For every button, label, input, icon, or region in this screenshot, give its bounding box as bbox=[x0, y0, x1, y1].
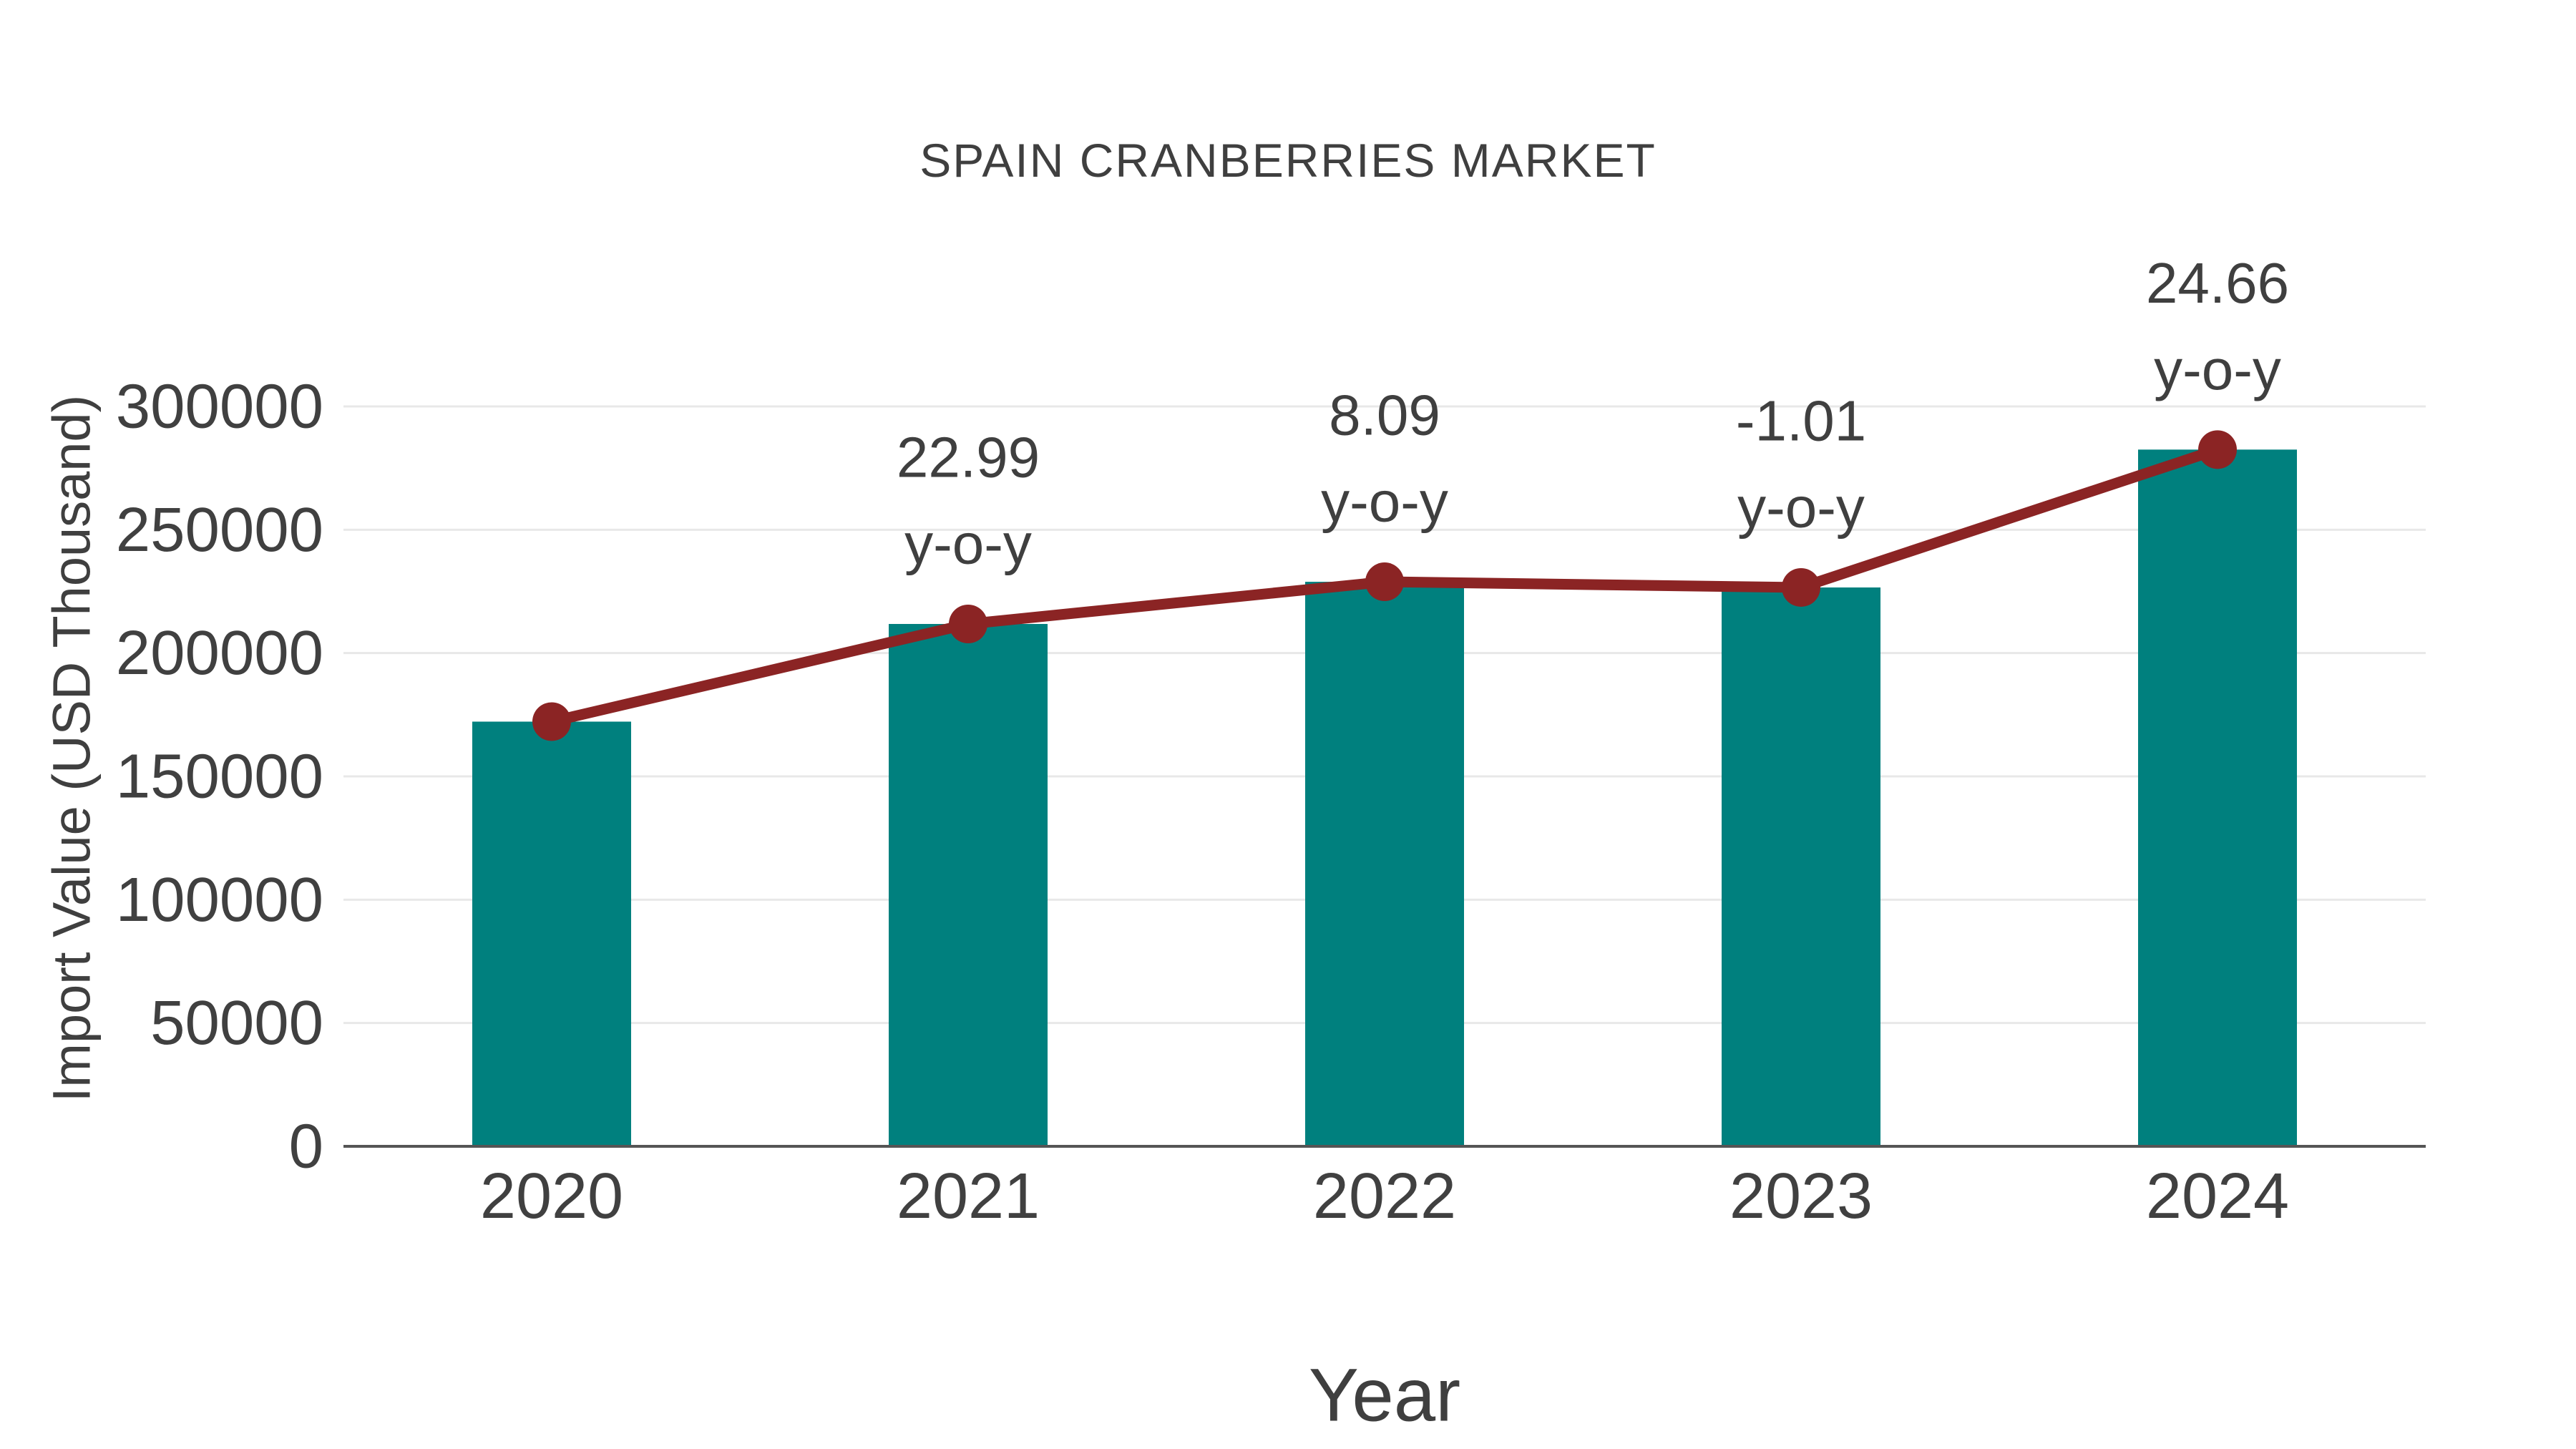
annotation-yoy-2024: y-o-y bbox=[2154, 338, 2281, 401]
y-tick-label-150000: 150000 bbox=[116, 742, 323, 811]
bar-2023 bbox=[1722, 587, 1880, 1146]
y-tick-label-300000: 300000 bbox=[116, 372, 323, 441]
y-tick-label-50000: 50000 bbox=[150, 988, 323, 1058]
bar-2024 bbox=[2138, 449, 2297, 1146]
annotation-yoy-2021: y-o-y bbox=[904, 512, 1032, 575]
annotations-layer: 22.99 y-o-y 8.09 y-o-y -1.01 y-o-y 24.66 y-o-y bbox=[897, 251, 2289, 576]
x-tick-label-2024: 2024 bbox=[2146, 1161, 2289, 1232]
annotation-yoy-2022: y-o-y bbox=[1321, 470, 1448, 534]
annotation-yoy-2023: y-o-y bbox=[1737, 475, 1865, 539]
annotation-value-2024: 24.66 bbox=[2146, 251, 2289, 315]
x-tick-labels: 2020 2021 2022 2023 2024 bbox=[480, 1161, 2289, 1232]
bar-2022 bbox=[1305, 582, 1464, 1146]
marker-2024 bbox=[2198, 430, 2237, 469]
annotation-value-2022: 8.09 bbox=[1329, 384, 1440, 447]
bars-layer bbox=[472, 449, 2297, 1146]
x-tick-label-2020: 2020 bbox=[480, 1161, 623, 1232]
markers-layer bbox=[532, 430, 2237, 741]
marker-2020 bbox=[532, 702, 571, 741]
x-tick-label-2022: 2022 bbox=[1313, 1161, 1456, 1232]
annotation-value-2023: -1.01 bbox=[1736, 389, 1866, 452]
y-axis-title: Import Value (USD Thousand) bbox=[42, 395, 102, 1103]
y-tick-label-250000: 250000 bbox=[116, 495, 323, 565]
x-tick-label-2021: 2021 bbox=[897, 1161, 1040, 1232]
bar-2020 bbox=[472, 721, 631, 1146]
x-tick-label-2023: 2023 bbox=[1729, 1161, 1873, 1232]
y-tick-label-100000: 100000 bbox=[116, 865, 323, 935]
marker-2023 bbox=[1782, 567, 1820, 607]
marker-2022 bbox=[1365, 562, 1404, 602]
y-tick-label-0: 0 bbox=[289, 1112, 323, 1181]
marker-2021 bbox=[949, 604, 987, 643]
chart-title: SPAIN CRANBERRIES MARKET bbox=[919, 134, 1657, 187]
y-tick-label-200000: 200000 bbox=[116, 618, 323, 688]
y-tick-labels: 0 50000 100000 150000 200000 250000 300000 bbox=[116, 372, 323, 1181]
x-axis-title: Year bbox=[1309, 1354, 1460, 1438]
bar-2021 bbox=[889, 623, 1048, 1146]
annotation-value-2021: 22.99 bbox=[897, 425, 1040, 489]
